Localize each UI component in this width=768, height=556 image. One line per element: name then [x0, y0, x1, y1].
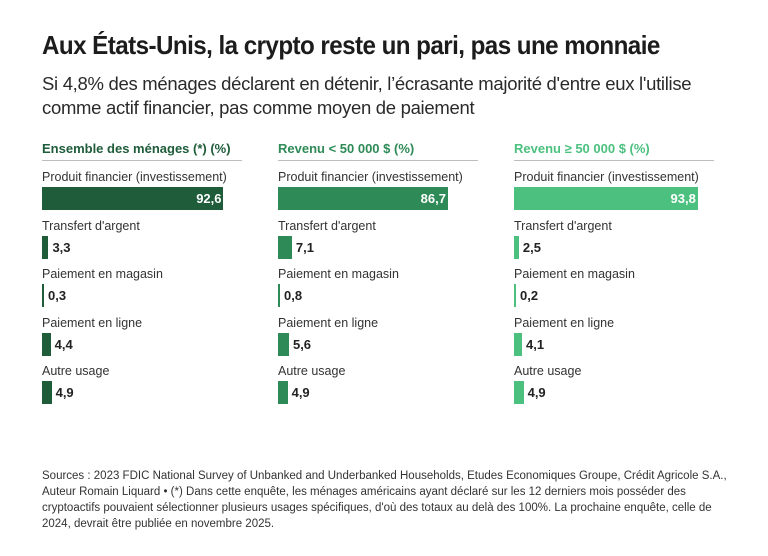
bar-category: Produit financier (investissement) 93,8	[514, 169, 714, 218]
bar	[278, 187, 448, 210]
bar-category: Autre usage 4,9	[278, 363, 478, 412]
bar	[514, 187, 698, 210]
bar	[514, 381, 524, 404]
source-note: Sources : 2023 FDIC National Survey of U…	[42, 470, 727, 530]
panel-divider	[514, 160, 714, 161]
bar	[278, 332, 289, 356]
data-label: 92,6	[196, 191, 222, 206]
data-label: 5,6	[292, 336, 312, 352]
data-label: 86,7	[420, 191, 446, 206]
data-label: 0,2	[520, 288, 539, 303]
chart-subtitle: Si 4,8% des ménages déclarent en détenir…	[42, 73, 692, 118]
data-label: 3,3	[52, 239, 71, 255]
category-label: Autre usage	[278, 364, 346, 378]
bar	[42, 187, 224, 210]
bar	[278, 284, 280, 307]
data-label: 4,9	[527, 385, 546, 400]
category-label: Paiement en ligne	[42, 315, 143, 330]
panel-divider	[278, 160, 478, 161]
bar-category: Autre usage 4,9	[42, 363, 242, 412]
data-label: 0,8	[284, 288, 303, 303]
category-label: Transfert d'argent	[514, 218, 612, 233]
bar-category: Paiement en magasin 0,8	[278, 266, 478, 315]
bar-category: Paiement en ligne 4,4	[42, 315, 242, 364]
bar-category: Autre usage 4,9	[514, 363, 714, 412]
category-label: Autre usage	[42, 364, 110, 378]
bar	[42, 284, 44, 307]
data-label: 2,5	[522, 239, 541, 255]
bar	[42, 235, 49, 259]
category-label: Paiement en ligne	[278, 315, 379, 330]
bar-category: Transfert d'argent 2,5	[514, 218, 714, 267]
data-label: 4,9	[291, 385, 310, 400]
category-label: Autre usage	[514, 364, 582, 378]
category-label: Produit financier (investissement)	[278, 170, 463, 184]
bar	[278, 235, 292, 259]
category-label: Paiement en ligne	[514, 315, 615, 330]
category-label: Transfert d'argent	[42, 218, 140, 233]
data-label: 4,4	[54, 336, 73, 352]
panel-divider	[42, 160, 242, 161]
bar	[42, 332, 51, 356]
data-label: 4,1	[526, 336, 545, 352]
bar	[514, 235, 519, 259]
category-label: Transfert d'argent	[278, 218, 376, 233]
bar-category: Paiement en ligne 5,6	[278, 315, 478, 364]
bar-category: Transfert d'argent 3,3	[42, 218, 242, 267]
bar-category: Produit financier (investissement) 86,7	[278, 169, 478, 218]
data-label: 7,1	[295, 239, 314, 255]
data-label: 0,3	[48, 288, 67, 303]
bar-category: Produit financier (investissement) 92,6	[42, 169, 242, 218]
bar	[42, 381, 52, 404]
panel-title: Revenu ≥ 50 000 $ (%)	[514, 141, 650, 156]
data-label: 93,8	[670, 191, 696, 206]
bar-category: Paiement en magasin 0,2	[514, 266, 714, 315]
category-label: Paiement en magasin	[278, 267, 399, 281]
category-label: Produit financier (investissement)	[42, 170, 227, 184]
chart-title: Aux États-Unis, la crypto reste un pari,…	[42, 30, 660, 60]
bar	[514, 284, 516, 307]
bar-category: Transfert d'argent 7,1	[278, 218, 478, 267]
bar	[278, 381, 288, 404]
chart-panel-2: Revenu < 50 000 $ (%) Produit financier (…	[278, 138, 478, 412]
chart-panel-1: Ensemble des ménages (*) (%) Produit fina…	[42, 138, 242, 412]
category-label: Produit financier (investissement)	[514, 170, 699, 184]
data-label: 4,9	[55, 385, 74, 400]
category-label: Paiement en magasin	[514, 267, 635, 281]
bar	[514, 332, 523, 356]
bar-category: Paiement en ligne 4,1	[514, 315, 714, 364]
bar-category: Paiement en magasin 0,3	[42, 266, 242, 315]
category-label: Paiement en magasin	[42, 267, 163, 281]
panel-title: Ensemble des ménages (*) (%)	[42, 141, 231, 156]
panel-title: Revenu < 50 000 $ (%)	[278, 141, 415, 156]
chart-panel-3: Revenu ≥ 50 000 $ (%) Produit financier (…	[514, 138, 714, 412]
